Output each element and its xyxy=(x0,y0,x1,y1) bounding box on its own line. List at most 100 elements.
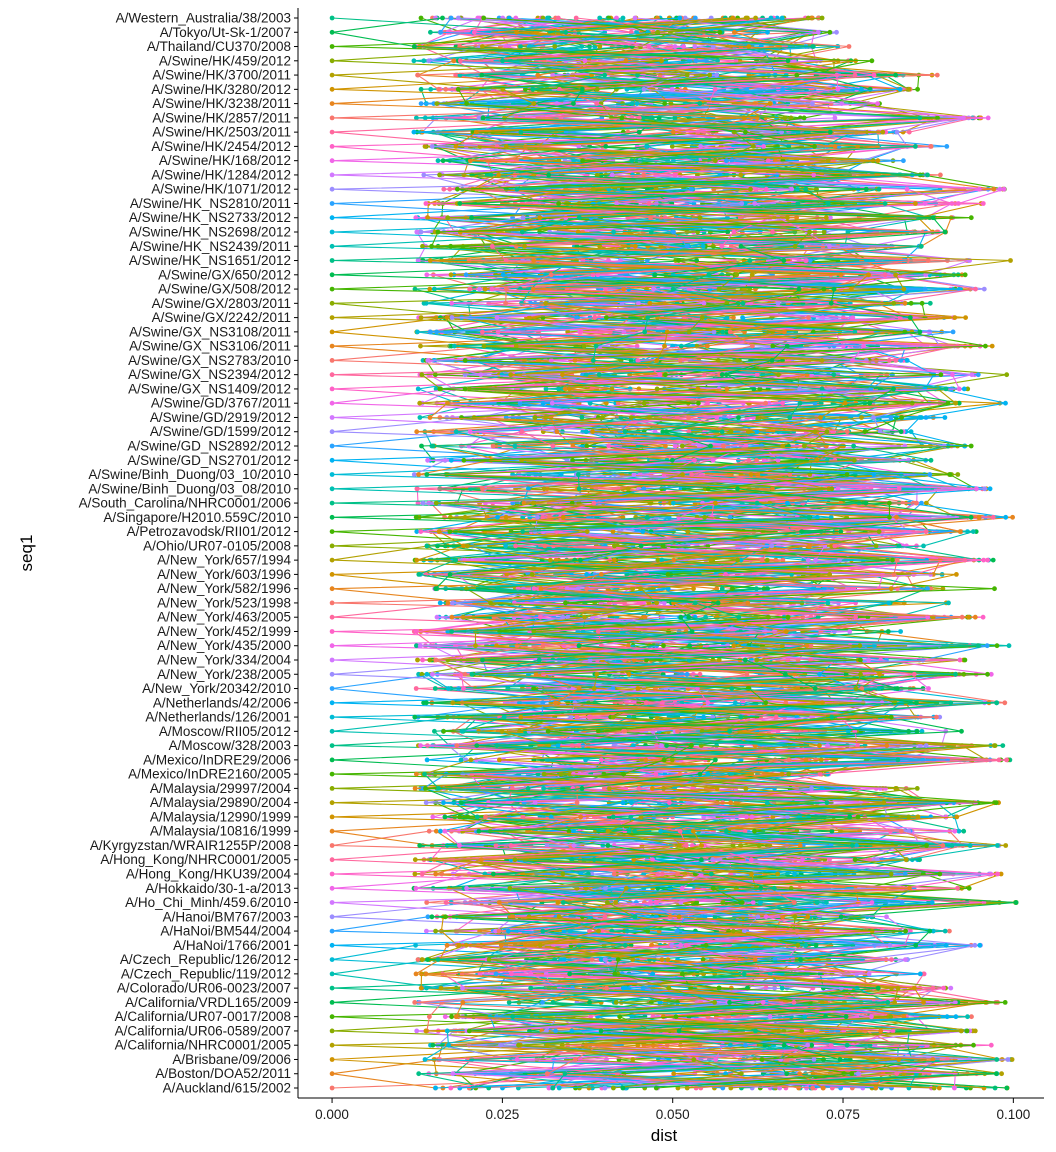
data-point xyxy=(694,900,700,905)
data-point xyxy=(923,743,929,748)
data-point xyxy=(329,286,335,292)
data-point xyxy=(740,914,746,920)
data-point xyxy=(424,757,430,763)
data-point xyxy=(422,144,428,149)
data-point xyxy=(809,1042,815,1048)
data-point xyxy=(480,657,485,663)
data-point xyxy=(329,300,335,306)
data-point xyxy=(928,572,933,577)
data-point xyxy=(422,1057,428,1062)
data-point xyxy=(526,914,532,920)
data-point xyxy=(493,928,498,934)
data-point xyxy=(956,828,962,834)
data-point xyxy=(419,671,425,677)
data-point xyxy=(866,657,871,663)
data-point xyxy=(547,229,553,235)
data-point xyxy=(994,700,999,706)
data-point xyxy=(449,300,455,306)
data-point xyxy=(446,686,451,691)
data-point xyxy=(610,714,616,720)
data-point xyxy=(329,1085,335,1091)
data-point xyxy=(817,771,823,777)
data-point xyxy=(658,828,664,834)
data-point xyxy=(814,957,820,962)
data-point xyxy=(498,1042,503,1048)
data-point xyxy=(571,843,577,848)
data-point xyxy=(749,272,755,278)
data-point xyxy=(441,728,446,734)
data-point xyxy=(413,514,419,520)
data-point xyxy=(430,671,435,677)
data-point xyxy=(541,529,546,534)
data-point xyxy=(421,58,427,64)
data-point xyxy=(897,86,903,92)
data-point xyxy=(438,828,443,834)
data-point xyxy=(329,942,335,948)
data-point xyxy=(540,700,546,706)
data-point xyxy=(627,229,632,235)
data-point xyxy=(779,985,785,991)
data-point xyxy=(449,1014,454,1020)
data-point xyxy=(425,215,431,221)
data-point xyxy=(417,415,423,420)
data-point xyxy=(329,243,335,249)
data-point xyxy=(414,229,420,235)
data-point xyxy=(886,600,892,606)
data-point xyxy=(579,415,585,420)
data-point xyxy=(413,971,419,977)
data-point xyxy=(784,1071,790,1077)
data-point xyxy=(594,172,600,178)
data-point xyxy=(626,671,632,677)
data-point xyxy=(428,29,433,35)
data-point xyxy=(534,1057,540,1062)
data-point xyxy=(329,657,335,663)
data-point xyxy=(867,86,873,92)
data-point xyxy=(977,942,983,948)
data-point xyxy=(525,786,531,791)
data-point xyxy=(329,429,335,435)
data-point xyxy=(418,343,423,349)
data-point xyxy=(642,614,648,620)
data-point xyxy=(859,415,864,420)
data-point xyxy=(927,472,933,477)
data-point xyxy=(701,300,707,306)
data-point xyxy=(901,158,906,164)
data-point xyxy=(513,543,518,549)
data-point xyxy=(792,914,798,920)
data-point xyxy=(418,229,424,235)
data-point xyxy=(433,1085,438,1091)
data-point xyxy=(998,871,1004,877)
data-point xyxy=(961,671,967,677)
data-point xyxy=(859,86,864,92)
data-point xyxy=(838,529,844,534)
data-point xyxy=(419,957,425,962)
data-point xyxy=(421,172,427,178)
data-point xyxy=(679,443,685,449)
data-point xyxy=(414,529,420,534)
data-point xyxy=(829,828,835,834)
data-point xyxy=(458,757,464,763)
data-point xyxy=(448,457,454,463)
data-point xyxy=(717,172,723,178)
data-point xyxy=(885,629,891,634)
data-point xyxy=(769,543,775,549)
data-point xyxy=(981,286,987,292)
data-point xyxy=(980,201,986,206)
data-point xyxy=(1004,372,1010,378)
data-point xyxy=(700,957,706,962)
data-point xyxy=(1004,1085,1010,1091)
data-point xyxy=(438,315,443,320)
data-point xyxy=(622,828,628,834)
data-point xyxy=(684,671,690,677)
data-point xyxy=(329,600,335,606)
data-point xyxy=(496,928,502,934)
data-point xyxy=(463,215,469,221)
data-point xyxy=(947,472,953,477)
data-point xyxy=(418,15,424,21)
data-point xyxy=(923,500,929,506)
data-point xyxy=(459,728,465,734)
data-point xyxy=(467,286,473,292)
data-point xyxy=(463,272,469,278)
data-point xyxy=(636,300,641,306)
data-point xyxy=(431,286,437,292)
